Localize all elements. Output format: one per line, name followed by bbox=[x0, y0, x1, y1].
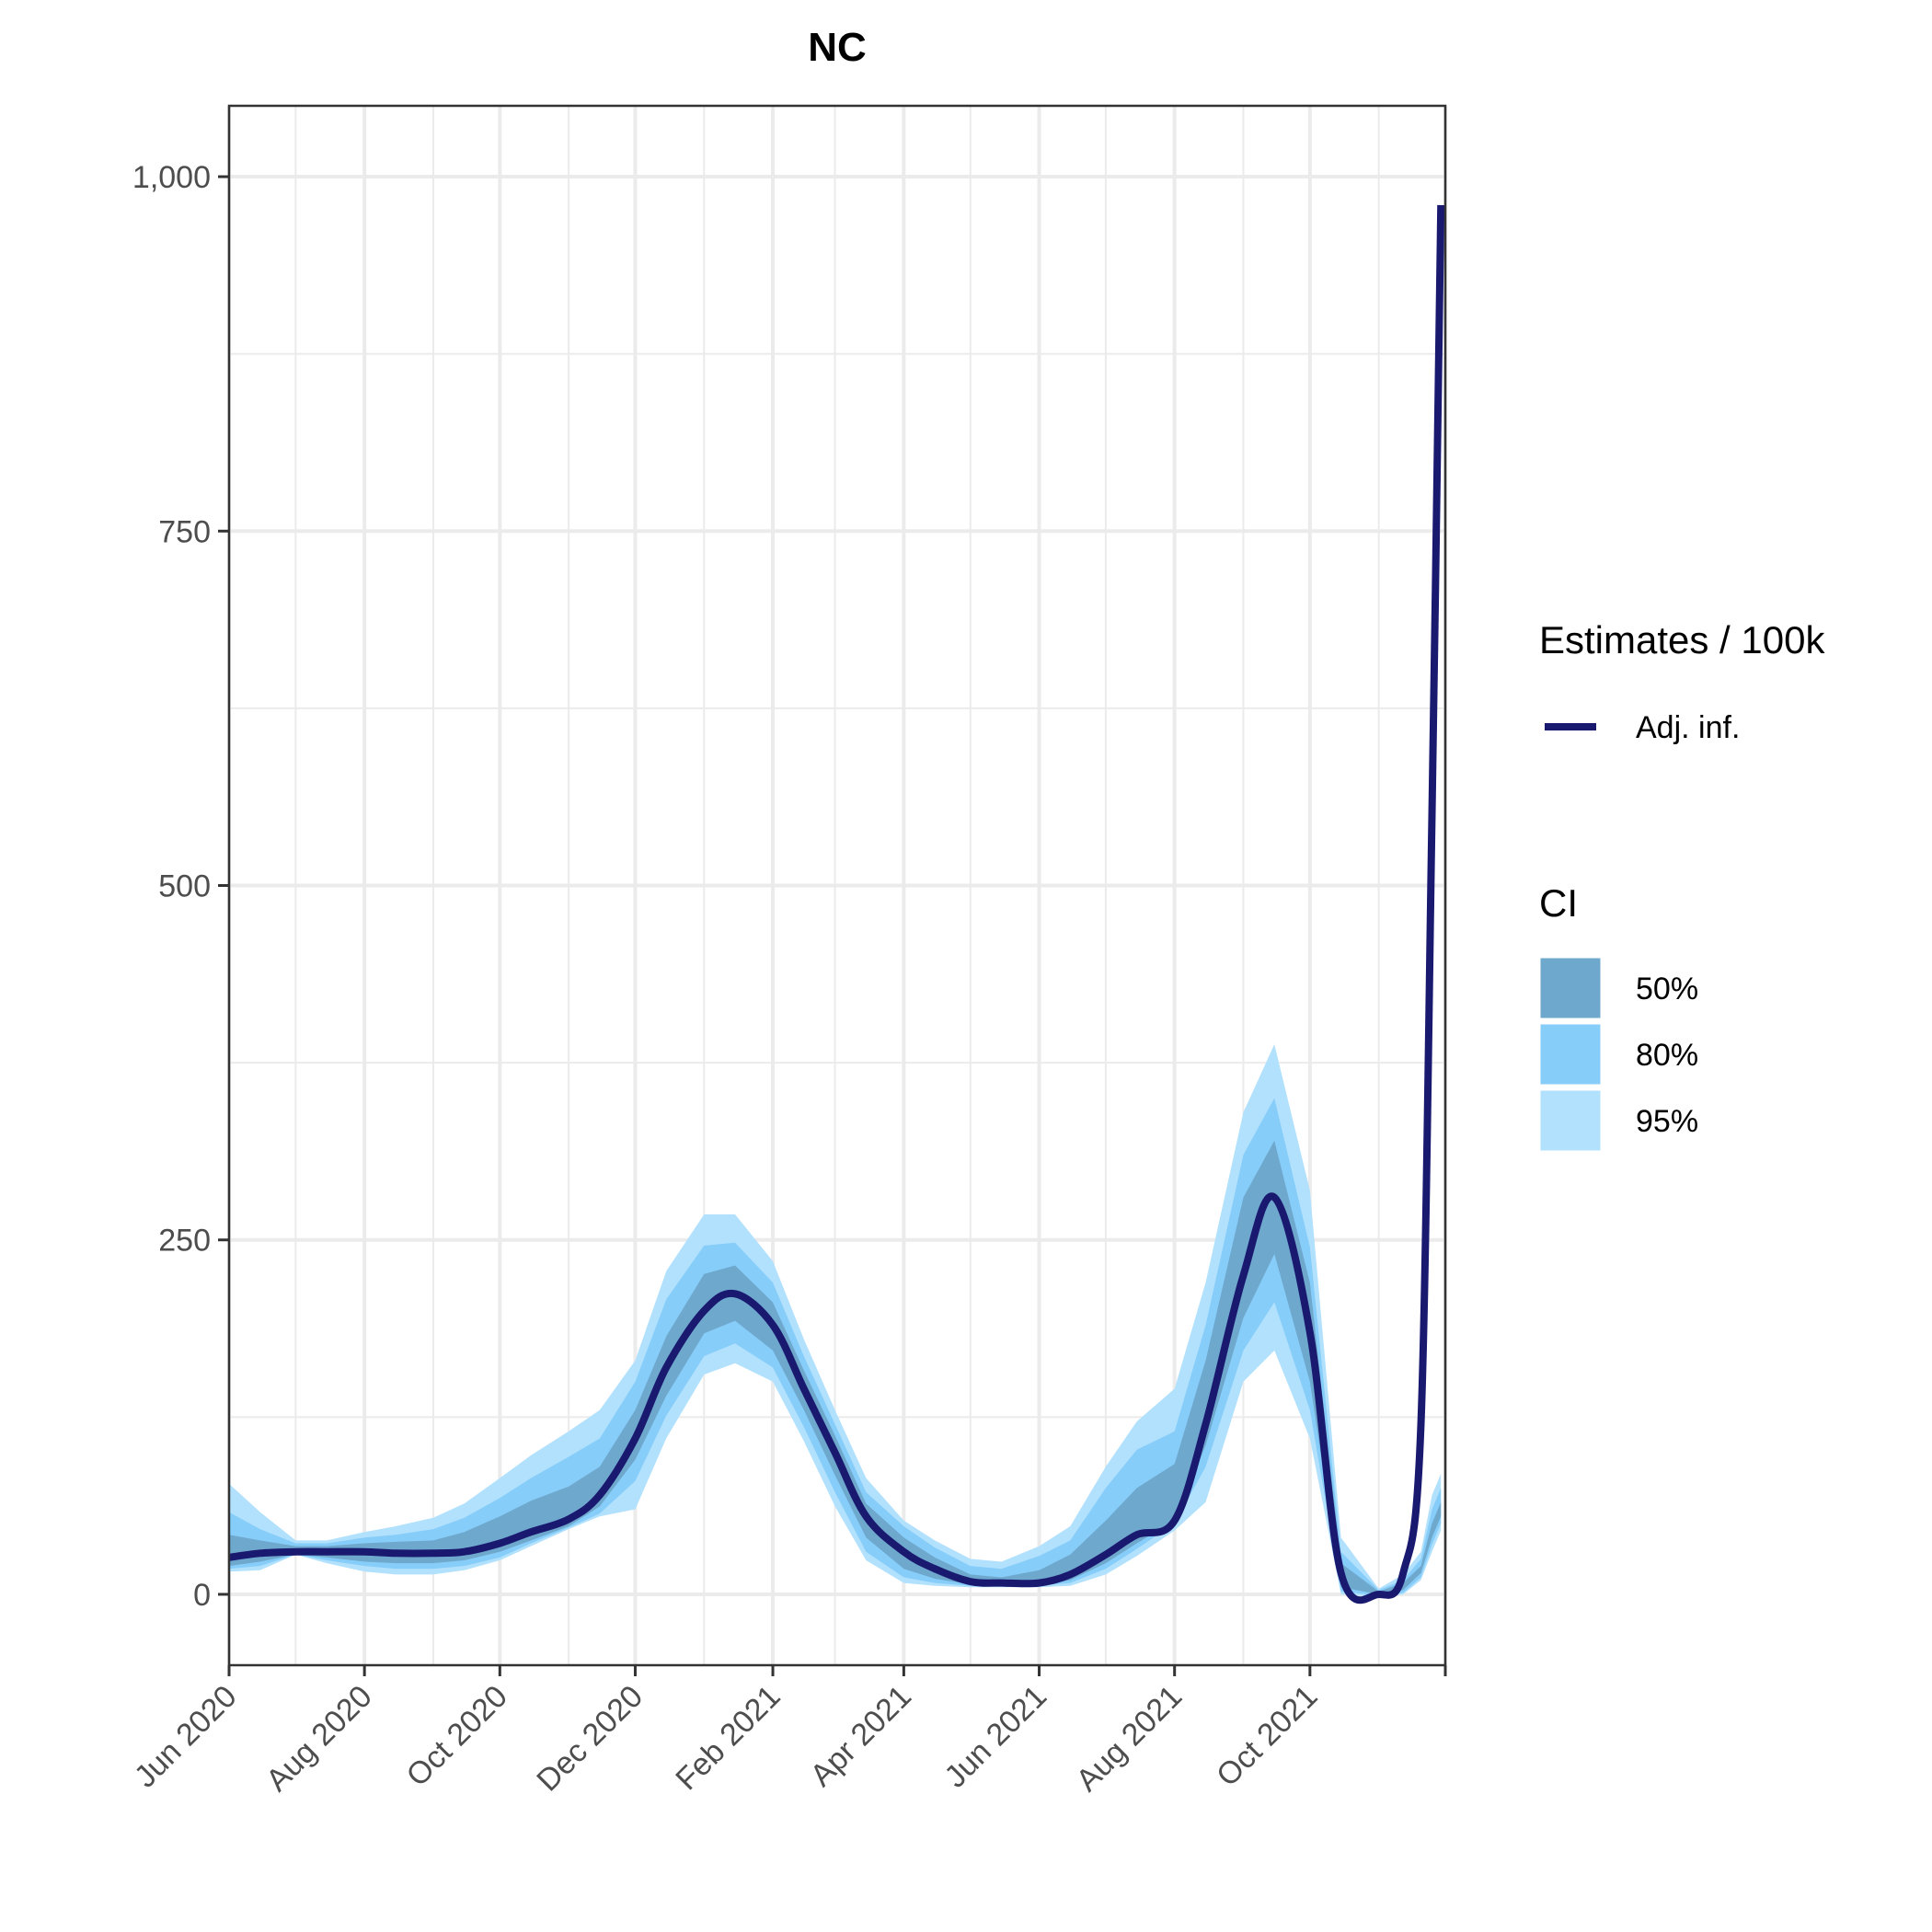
x-tick-label: Aug 2020 bbox=[259, 1679, 379, 1799]
legend-label-ci-50pct: 50% bbox=[1636, 972, 1698, 1006]
x-tick-label: Oct 2021 bbox=[1210, 1679, 1324, 1793]
x-tick-label: Dec 2020 bbox=[530, 1679, 650, 1799]
ci-band-80pct bbox=[229, 1098, 1442, 1596]
legend-label-ci-95pct: 95% bbox=[1636, 1104, 1698, 1139]
legend-label-ci-80pct: 80% bbox=[1636, 1038, 1698, 1073]
legend: Estimates / 100k Adj. inf. CI 50% 80% 95% bbox=[1537, 618, 1825, 1154]
legend-title-estimates: Estimates / 100k bbox=[1539, 618, 1825, 661]
y-tick-label: 1,000 bbox=[132, 160, 211, 195]
x-tick-label: Oct 2020 bbox=[400, 1679, 514, 1793]
x-tick-label: Apr 2021 bbox=[804, 1679, 918, 1793]
y-tick-label: 250 bbox=[158, 1224, 211, 1259]
y-tick-label: 750 bbox=[158, 514, 211, 549]
legend-key-ci-95pct bbox=[1537, 1087, 1604, 1154]
x-tick-label: Jun 2020 bbox=[128, 1679, 244, 1795]
legend-label-adj-inf: Adj. inf. bbox=[1636, 710, 1740, 745]
legend-title-ci: CI bbox=[1539, 881, 1578, 925]
legend-key-ci-50pct bbox=[1537, 955, 1604, 1021]
x-tick-label: Aug 2021 bbox=[1070, 1679, 1190, 1799]
plot-area bbox=[227, 106, 1447, 1665]
x-tick-label: Feb 2021 bbox=[669, 1679, 787, 1797]
chart-title: NC bbox=[808, 25, 867, 70]
legend-key-ci-80pct bbox=[1537, 1021, 1604, 1087]
y-tick-label: 0 bbox=[193, 1578, 211, 1613]
series-line-adj-inf bbox=[228, 204, 1445, 1604]
x-tick-label: Jun 2021 bbox=[937, 1679, 1053, 1795]
y-tick-label: 500 bbox=[158, 869, 211, 904]
